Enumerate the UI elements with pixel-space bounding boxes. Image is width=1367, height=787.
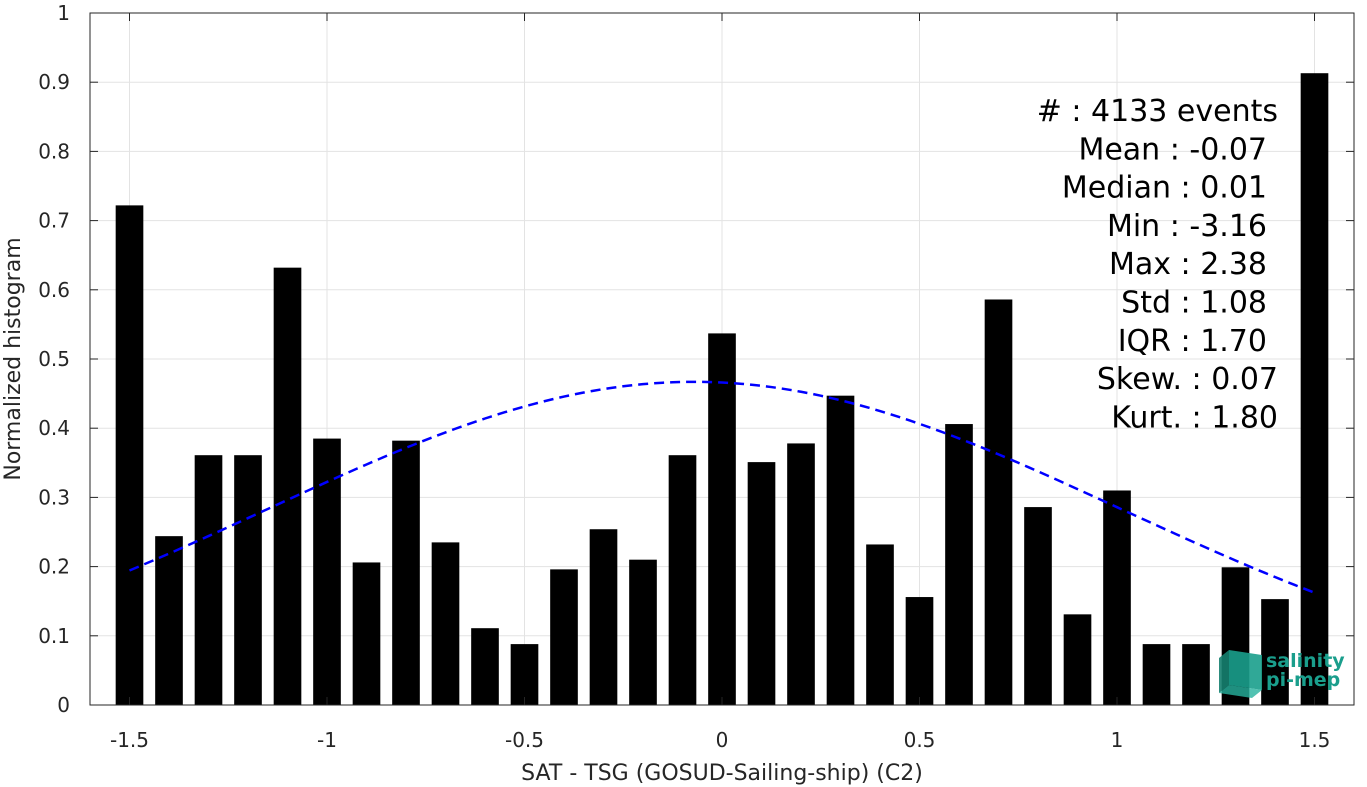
stats-line: # : 4133 events — [1037, 94, 1278, 129]
histogram-bar — [550, 569, 578, 705]
logo-cube-icon — [1219, 650, 1262, 698]
stats-line: IQR : 1.70 — [1118, 324, 1267, 359]
histogram-bar — [787, 443, 815, 705]
x-tick-label: 1 — [1111, 728, 1124, 752]
histogram-bar — [985, 299, 1013, 705]
stats-line: Max : 2.38 — [1109, 247, 1267, 282]
histogram-bar — [945, 424, 973, 705]
y-tick-label: 0.7 — [38, 209, 70, 233]
stats-line: Median : 0.01 — [1062, 171, 1267, 206]
histogram-bar — [353, 562, 381, 705]
histogram-bar — [432, 542, 460, 705]
histogram-bar — [1301, 73, 1329, 705]
histogram-bar — [274, 268, 302, 705]
histogram-bar — [1143, 644, 1171, 705]
x-tick-label: 0.5 — [904, 728, 936, 752]
histogram-bar — [708, 333, 736, 705]
histogram-bar — [748, 462, 776, 705]
x-tick-label: -1.5 — [110, 728, 149, 752]
stats-line: Kurt. : 1.80 — [1111, 400, 1278, 435]
histogram-bar — [471, 628, 499, 705]
histogram-bar — [906, 597, 934, 705]
histogram-bar — [669, 455, 697, 705]
x-axis-title: SAT - TSG (GOSUD-Sailing-ship) (C2) — [521, 761, 923, 786]
histogram-bar — [511, 644, 539, 705]
histogram-bar — [866, 544, 894, 705]
x-tick-label: 1.5 — [1299, 728, 1331, 752]
stats-line: Mean : -0.07 — [1078, 132, 1267, 167]
histogram-bar — [629, 560, 657, 705]
y-tick-label: 0 — [57, 693, 70, 717]
stats-line: Std : 1.08 — [1121, 286, 1267, 321]
histogram-bar — [195, 455, 223, 705]
y-tick-label: 0.3 — [38, 485, 70, 509]
histogram-bar — [155, 536, 183, 705]
y-axis-title: Normalized histogram — [1, 237, 26, 480]
histogram-bar — [1103, 490, 1131, 705]
histogram-bar — [392, 441, 420, 705]
histogram-bar — [1064, 614, 1092, 705]
logo-line-2: pi-mep — [1266, 669, 1340, 691]
stats-line: Min : -3.16 — [1107, 209, 1267, 244]
y-tick-label: 0.9 — [38, 70, 70, 94]
y-tick-label: 0.6 — [38, 278, 70, 302]
histogram-bar — [234, 455, 262, 705]
y-tick-label: 0.8 — [38, 139, 70, 163]
y-tick-label: 1 — [57, 1, 70, 25]
salinity-pi-mep-logo: salinity pi-mep — [1219, 650, 1345, 698]
x-tick-label: -1 — [317, 728, 337, 752]
y-tick-label: 0.2 — [38, 555, 70, 579]
histogram-bar — [827, 396, 855, 705]
y-tick-label: 0.5 — [38, 347, 70, 371]
x-tick-label: 0 — [716, 728, 729, 752]
histogram-bar — [1024, 507, 1052, 705]
x-tick-label: -0.5 — [505, 728, 544, 752]
stats-line: Skew. : 0.07 — [1097, 362, 1278, 397]
y-tick-label: 0.1 — [38, 624, 70, 648]
histogram-bar — [590, 529, 618, 705]
histogram-bar — [116, 205, 144, 705]
y-tick-label: 0.4 — [38, 416, 70, 440]
histogram-bar — [1182, 644, 1210, 705]
